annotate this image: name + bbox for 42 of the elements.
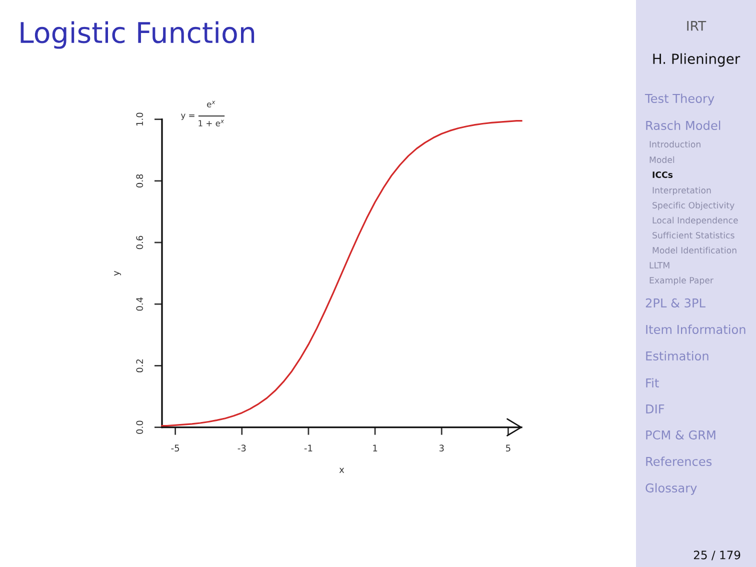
annotation: 1 + e$^{x}$ <box>198 120 224 126</box>
text: Test Theory <box>644 94 714 106</box>
y-tick-label: 1.0 <box>136 112 144 126</box>
text: LLTM <box>650 262 670 268</box>
x-tick-label: 5 <box>506 444 510 452</box>
text: Interpretation <box>652 186 711 196</box>
text: H. Plieninger <box>653 53 740 67</box>
line-series <box>161 120 522 427</box>
text: Rasch Model <box>646 120 720 130</box>
y-axis-title: y <box>114 270 121 276</box>
text: Example Paper <box>650 276 714 286</box>
y-tick-label: 0.6 <box>136 236 144 250</box>
x-tick-label: -1 <box>304 444 312 452</box>
text: 25 / 179 <box>694 550 740 560</box>
annotation: y = <box>180 114 194 120</box>
text: Fit <box>646 378 659 388</box>
chart-title: Logistic Function <box>20 21 254 49</box>
text: DIF <box>646 404 664 414</box>
text: Model <box>650 156 674 163</box>
text: Introduction <box>650 140 700 148</box>
y-tick-label: 0.4 <box>136 297 144 311</box>
text: IRT <box>687 21 706 31</box>
y-tick-label: 0.0 <box>136 420 144 434</box>
text: Glossary <box>646 483 697 495</box>
x-tick-label: -3 <box>238 444 246 452</box>
text: Sufficient Statistics <box>652 232 734 238</box>
text: e$^{x}$ <box>207 100 216 108</box>
text: Model Identification <box>652 246 736 254</box>
text: References <box>646 456 712 466</box>
text: Item Information <box>646 324 746 334</box>
y-tick-label: 0.8 <box>136 174 144 188</box>
text: PCM & GRM <box>646 430 716 440</box>
y-tick-label: 0.2 <box>136 359 144 372</box>
x-axis-title: x <box>339 468 344 473</box>
text: Local Independence <box>652 216 738 226</box>
text: Specific Objectivity <box>652 202 734 210</box>
text: Estimation <box>646 351 708 361</box>
text: 2PL & 3PL <box>646 298 706 308</box>
x-tick-label: -5 <box>171 444 180 452</box>
x-tick-label: 1 <box>373 444 378 452</box>
x-tick-label: 3 <box>439 444 444 452</box>
text: ICCs <box>652 171 673 178</box>
